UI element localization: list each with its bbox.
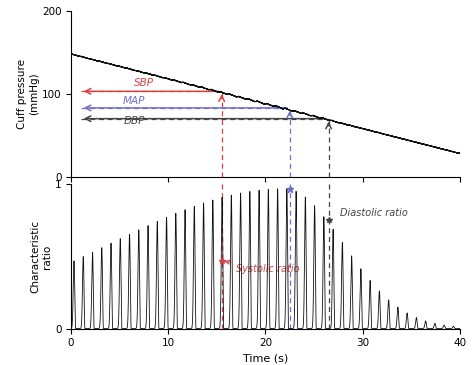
Text: Diastolic ratio: Diastolic ratio bbox=[340, 208, 408, 218]
Text: Systolic ratio: Systolic ratio bbox=[226, 260, 300, 274]
Text: DBP: DBP bbox=[124, 116, 145, 126]
Y-axis label: Cuff pressure
(mmHg): Cuff pressure (mmHg) bbox=[18, 59, 39, 129]
Y-axis label: Characteristic
ratio: Characteristic ratio bbox=[30, 220, 52, 293]
Text: MAP: MAP bbox=[123, 96, 146, 106]
Text: SBP: SBP bbox=[134, 78, 154, 88]
X-axis label: Time (s): Time (s) bbox=[243, 354, 288, 364]
